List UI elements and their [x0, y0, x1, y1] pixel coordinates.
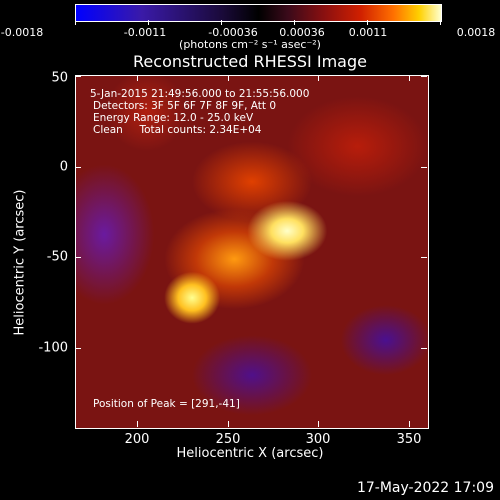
detectors-label: Detectors: 3F 5F 6F 7F 8F 9F, Att 0	[93, 100, 277, 112]
peak-position-label: Position of Peak = [291,-41]	[93, 398, 240, 410]
y-tick-label: 0	[59, 159, 68, 175]
rhessi-image	[75, 75, 429, 429]
colorbar-tick-label: 0.0011	[348, 26, 388, 39]
colorbar-tick-label: 0.00036	[279, 26, 325, 39]
y-tick-label: -50	[46, 249, 68, 265]
energy-range-label: Energy Range: 12.0 - 25.0 keV	[93, 112, 254, 124]
x-tick-label: 300	[305, 432, 331, 447]
y-tick-label: 50	[51, 70, 68, 86]
x-axis-title: Heliocentric X (arcsec)	[176, 446, 324, 461]
x-tick-label: 200	[124, 432, 150, 447]
time-range-label: 5-Jan-2015 21:49:56.000 to 21:55:56.000	[90, 88, 310, 100]
colorbar-tick-label: -0.00036	[208, 26, 258, 39]
y-axis-title: Heliocentric Y (arcsec)	[12, 189, 28, 336]
y-tick-label: -100	[38, 340, 68, 356]
colorbar-tick-label: 0.0018	[456, 26, 496, 39]
colorbar	[75, 4, 442, 22]
colorbar-tick-label: -0.0018	[0, 26, 44, 39]
colorbar-tick-label: -0.0011	[123, 26, 167, 39]
x-tick-label: 350	[396, 432, 422, 447]
date-stamp: 17-May-2022 17:09	[356, 480, 494, 496]
x-tick-label: 250	[215, 432, 241, 447]
plot-title: Reconstructed RHESSI Image	[133, 52, 367, 71]
clean-counts-label: Clean Total counts: 2.34E+04	[93, 124, 262, 136]
colorbar-units: (photons cm⁻² s⁻¹ asec⁻²)	[179, 38, 321, 51]
